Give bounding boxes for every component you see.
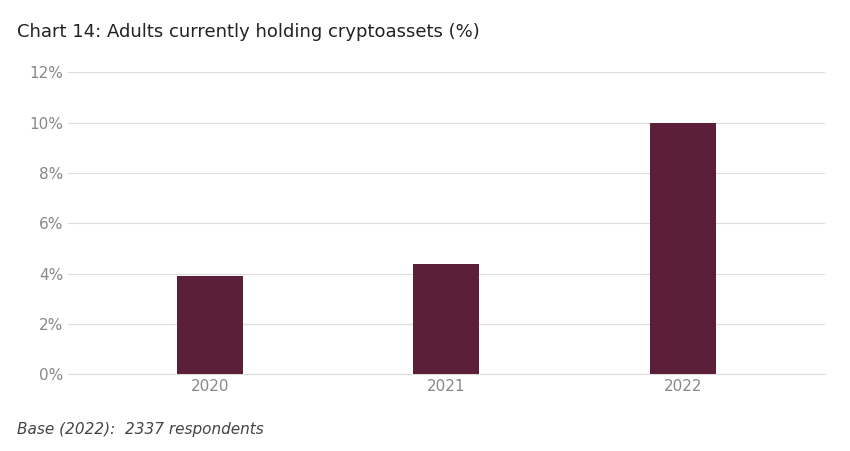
Text: Chart 14: Adults currently holding cryptoassets (%): Chart 14: Adults currently holding crypt… bbox=[17, 23, 479, 41]
Bar bbox=[649, 123, 716, 374]
Bar bbox=[413, 263, 479, 374]
Text: Base (2022):  2337 respondents: Base (2022): 2337 respondents bbox=[17, 423, 264, 437]
Bar bbox=[177, 276, 243, 374]
